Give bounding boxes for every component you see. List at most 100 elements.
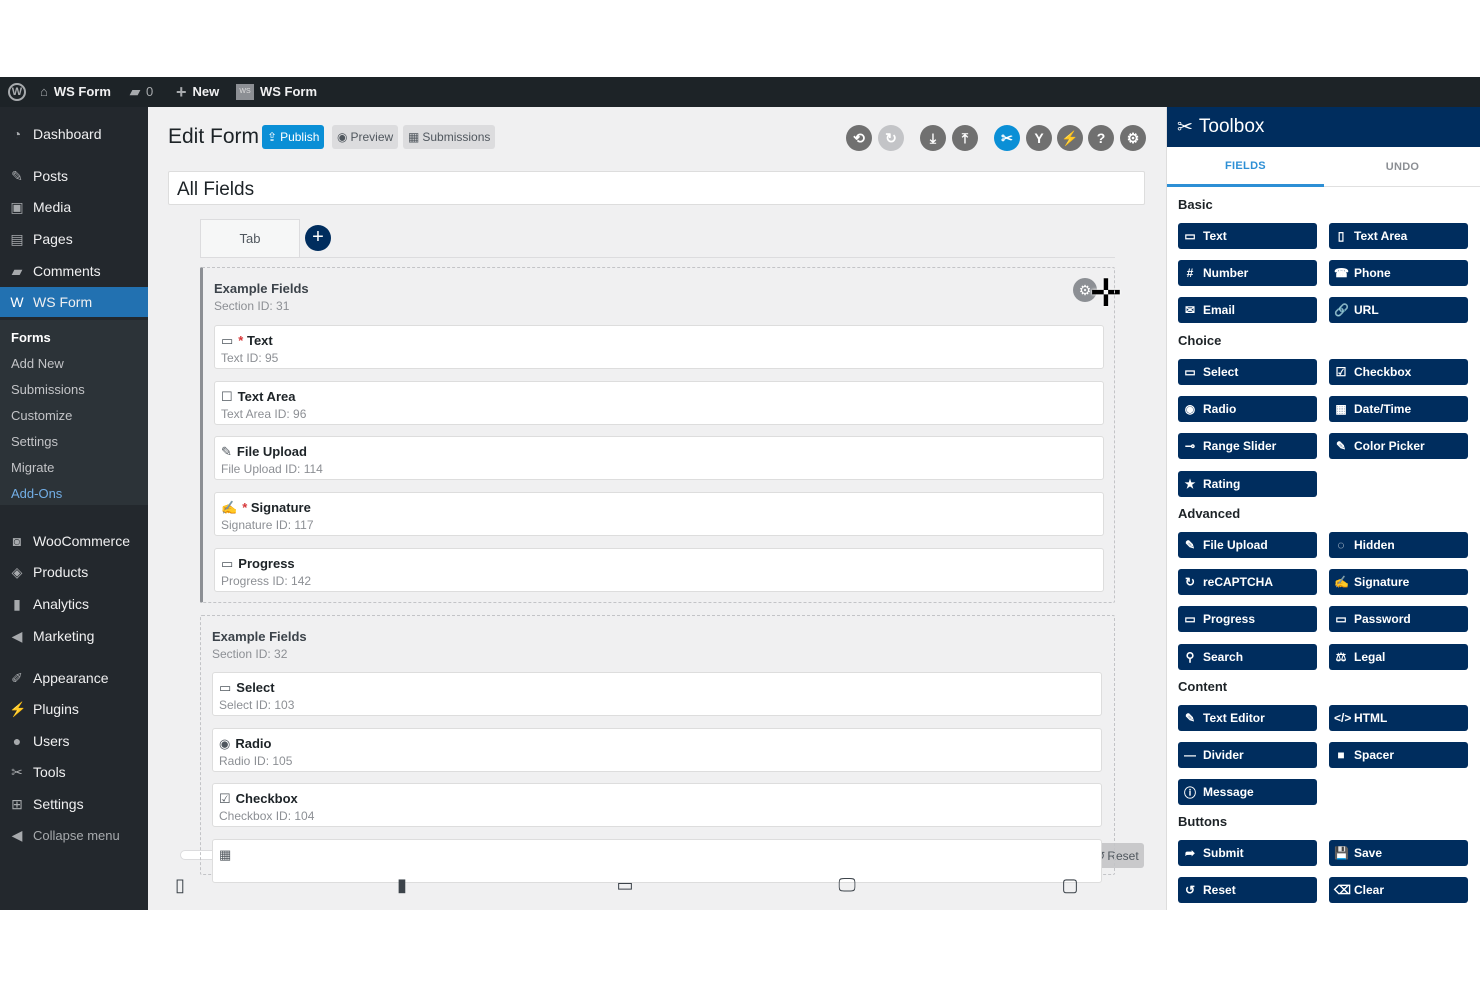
sidebar-item-settings[interactable]: ⊞ Settings (0, 789, 148, 819)
section-settings-icon[interactable]: ⚙ (1073, 278, 1097, 302)
comments-link[interactable]: ▰ 0 (130, 77, 153, 107)
toolbox-field-color-picker[interactable]: ✎ Color Picker (1329, 433, 1468, 460)
redo-icon[interactable]: ↻ (878, 125, 904, 151)
submenu-item-add-ons[interactable]: Add-Ons (11, 486, 63, 501)
toolbox-field-progress[interactable]: ▭ Progress (1178, 606, 1317, 633)
toolbox-field-rating[interactable]: ★ Rating (1178, 470, 1317, 497)
toolbox-button-label: Phone (1354, 266, 1391, 281)
tools-icon[interactable]: ✂ (994, 125, 1020, 151)
sidebar-item-comments[interactable]: ▰ Comments (0, 256, 148, 286)
help-icon[interactable]: ? (1088, 125, 1114, 151)
toolbox-button-label: Color Picker (1354, 439, 1425, 454)
comment-icon: ▰ (130, 84, 140, 99)
form-field[interactable]: ☑ Checkbox Checkbox ID: 104 (212, 783, 1102, 827)
toolbox-field-phone[interactable]: ☎ Phone (1329, 260, 1468, 287)
toolbox-field-legal[interactable]: ⚖ Legal (1329, 643, 1468, 670)
sidebar-item-pages[interactable]: ▤ Pages (0, 224, 148, 254)
toolbox-field-checkbox[interactable]: ☑ Checkbox (1329, 359, 1468, 385)
sidebar-item-posts[interactable]: ✎ Posts (0, 161, 148, 191)
site-link[interactable]: ⌂ WS Form (40, 77, 111, 107)
sidebar-item-marketing[interactable]: ◀ Marketing (0, 621, 148, 651)
history-icon[interactable]: ⟲ (846, 125, 872, 151)
sidebar-item-users[interactable]: ● Users (0, 726, 148, 756)
toolbox-field-text-area[interactable]: ▯ Text Area (1329, 223, 1468, 249)
toolbox-field-reset[interactable]: ↺ Reset (1178, 877, 1317, 904)
upload-icon[interactable]: ⤒ (952, 125, 978, 151)
submenu-item-customize[interactable]: Customize (11, 408, 73, 423)
publish-button[interactable]: ⇪ Publish (262, 125, 325, 149)
form-field[interactable]: ✍ * Signature Signature ID: 117 (214, 492, 1104, 536)
tab-undo[interactable]: UNDO (1324, 147, 1480, 187)
desktop-icon[interactable]: 🖵 (838, 875, 856, 895)
field-label-row: ✍ * Signature (221, 500, 311, 516)
wordpress-logo-icon[interactable]: W (8, 77, 26, 107)
sidebar-item-label: Comments (33, 263, 101, 279)
form-section[interactable]: Example Fields Section ID: 31 ▭ * Text Text … (200, 267, 1115, 603)
toolbox-field-divider[interactable]: — Divider (1178, 742, 1317, 769)
toolbox-field-file-upload[interactable]: ✎ File Upload (1178, 532, 1317, 558)
submenu-item-add-new[interactable]: Add New (11, 356, 64, 371)
plus-icon: + (176, 82, 187, 102)
sidebar-item-woocommerce[interactable]: ◙ WooCommerce (0, 526, 148, 556)
submissions-button[interactable]: ▦ Submissions (403, 125, 496, 149)
download-icon[interactable]: ⤓ (920, 125, 946, 151)
form-field[interactable]: ✎ File Upload File Upload ID: 114 (214, 436, 1104, 480)
form-field[interactable]: ▭ Progress Progress ID: 142 (214, 548, 1104, 592)
toolbox-field-message[interactable]: ⓘ Message (1178, 779, 1317, 806)
sidebar-item-dashboard[interactable]: ◔ Dashboard (0, 119, 148, 149)
toolbox-field-html[interactable]: </> HTML (1329, 705, 1468, 731)
toolbox-field-signature[interactable]: ✍ Signature (1329, 569, 1468, 596)
field-label: Progress (238, 556, 295, 571)
toolbox-field-hidden[interactable]: ◌ Hidden (1329, 532, 1468, 558)
sidebar-item-products[interactable]: ◈ Products (0, 557, 148, 587)
tablet-icon[interactable]: ▮ (397, 875, 407, 895)
form-field[interactable]: ☐ Text Area Text Area ID: 96 (214, 381, 1104, 425)
toolbox-field-recaptcha[interactable]: ↻ reCAPTCHA (1178, 569, 1317, 596)
settings-icon[interactable]: ⚙ (1120, 125, 1146, 151)
sidebar-item-collapse-menu[interactable]: ◀ Collapse menu (0, 820, 148, 850)
preview-button[interactable]: ◉ Preview (332, 125, 399, 149)
toolbox-field-save[interactable]: 💾 Save (1329, 840, 1468, 866)
laptop-icon[interactable]: ▭ (616, 875, 634, 895)
toolbox-field-select[interactable]: ▭ Select (1178, 359, 1317, 385)
tab-item[interactable]: Tab (200, 219, 300, 257)
submenu-item-submissions[interactable]: Submissions (11, 382, 85, 397)
toolbox-field-radio[interactable]: ◉ Radio (1178, 396, 1317, 423)
toolbox-field-search[interactable]: ⚲ Search (1178, 643, 1317, 670)
add-tab-button[interactable]: + (305, 225, 331, 251)
conditional-icon[interactable]: Y (1026, 125, 1052, 151)
sidebar-item-appearance[interactable]: ✐ Appearance (0, 663, 148, 693)
tab-fields[interactable]: FIELDS (1167, 147, 1324, 187)
submenu-item-forms[interactable]: Forms (11, 330, 51, 345)
sidebar-item-plugins[interactable]: ⚡ Plugins (0, 694, 148, 724)
large-desktop-icon[interactable]: ▢ (1061, 875, 1079, 895)
toolbox-field-date-time[interactable]: ▦ Date/Time (1329, 396, 1468, 423)
toolbox-field-text[interactable]: ▭ Text (1178, 223, 1317, 249)
toolbox-field-password[interactable]: ▭ Password (1329, 606, 1468, 633)
new-link[interactable]: + New (176, 77, 219, 107)
form-field[interactable]: ▭ * Text Text ID: 95 (214, 325, 1104, 369)
actions-icon[interactable]: ⚡ (1057, 125, 1083, 151)
field-id: Progress ID: 142 (221, 574, 312, 588)
sidebar-item-tools[interactable]: ✂ Tools (0, 757, 148, 787)
sidebar-item-media[interactable]: ▣ Media (0, 192, 148, 222)
sidebar-item-ws-form[interactable]: W WS Form (0, 287, 148, 317)
toolbox-field-email[interactable]: ✉ Email (1178, 297, 1317, 324)
form-field[interactable]: ▭ Select Select ID: 103 (212, 672, 1102, 716)
form-field[interactable]: ◉ Radio Radio ID: 105 (212, 728, 1102, 772)
toolbox-field-spacer[interactable]: ■ Spacer (1329, 742, 1468, 769)
plugin-link[interactable]: WS WS Form (236, 77, 317, 107)
toolbox-field-range-slider[interactable]: ⊸ Range Slider (1178, 433, 1317, 460)
sidebar-item-analytics[interactable]: ▮ Analytics (0, 589, 148, 619)
toolbox-field-clear[interactable]: ⌫ Clear (1329, 877, 1468, 904)
toolbox-field-number[interactable]: # Number (1178, 260, 1317, 287)
toolbox-field-submit[interactable]: ➦ Submit (1178, 840, 1317, 866)
form-section[interactable]: Example Fields Section ID: 32 ▭ Select Selec… (200, 615, 1115, 883)
submenu-item-settings[interactable]: Settings (11, 434, 58, 449)
form-field[interactable]: ▦ (212, 839, 1102, 883)
submenu-item-migrate[interactable]: Migrate (11, 460, 55, 475)
mobile-icon[interactable]: ▯ (175, 875, 185, 895)
toolbox-field-url[interactable]: 🔗 URL (1329, 297, 1468, 324)
toolbox-field-text-editor[interactable]: ✎ Text Editor (1178, 705, 1317, 731)
form-name-input[interactable]: All Fields (168, 171, 1145, 205)
